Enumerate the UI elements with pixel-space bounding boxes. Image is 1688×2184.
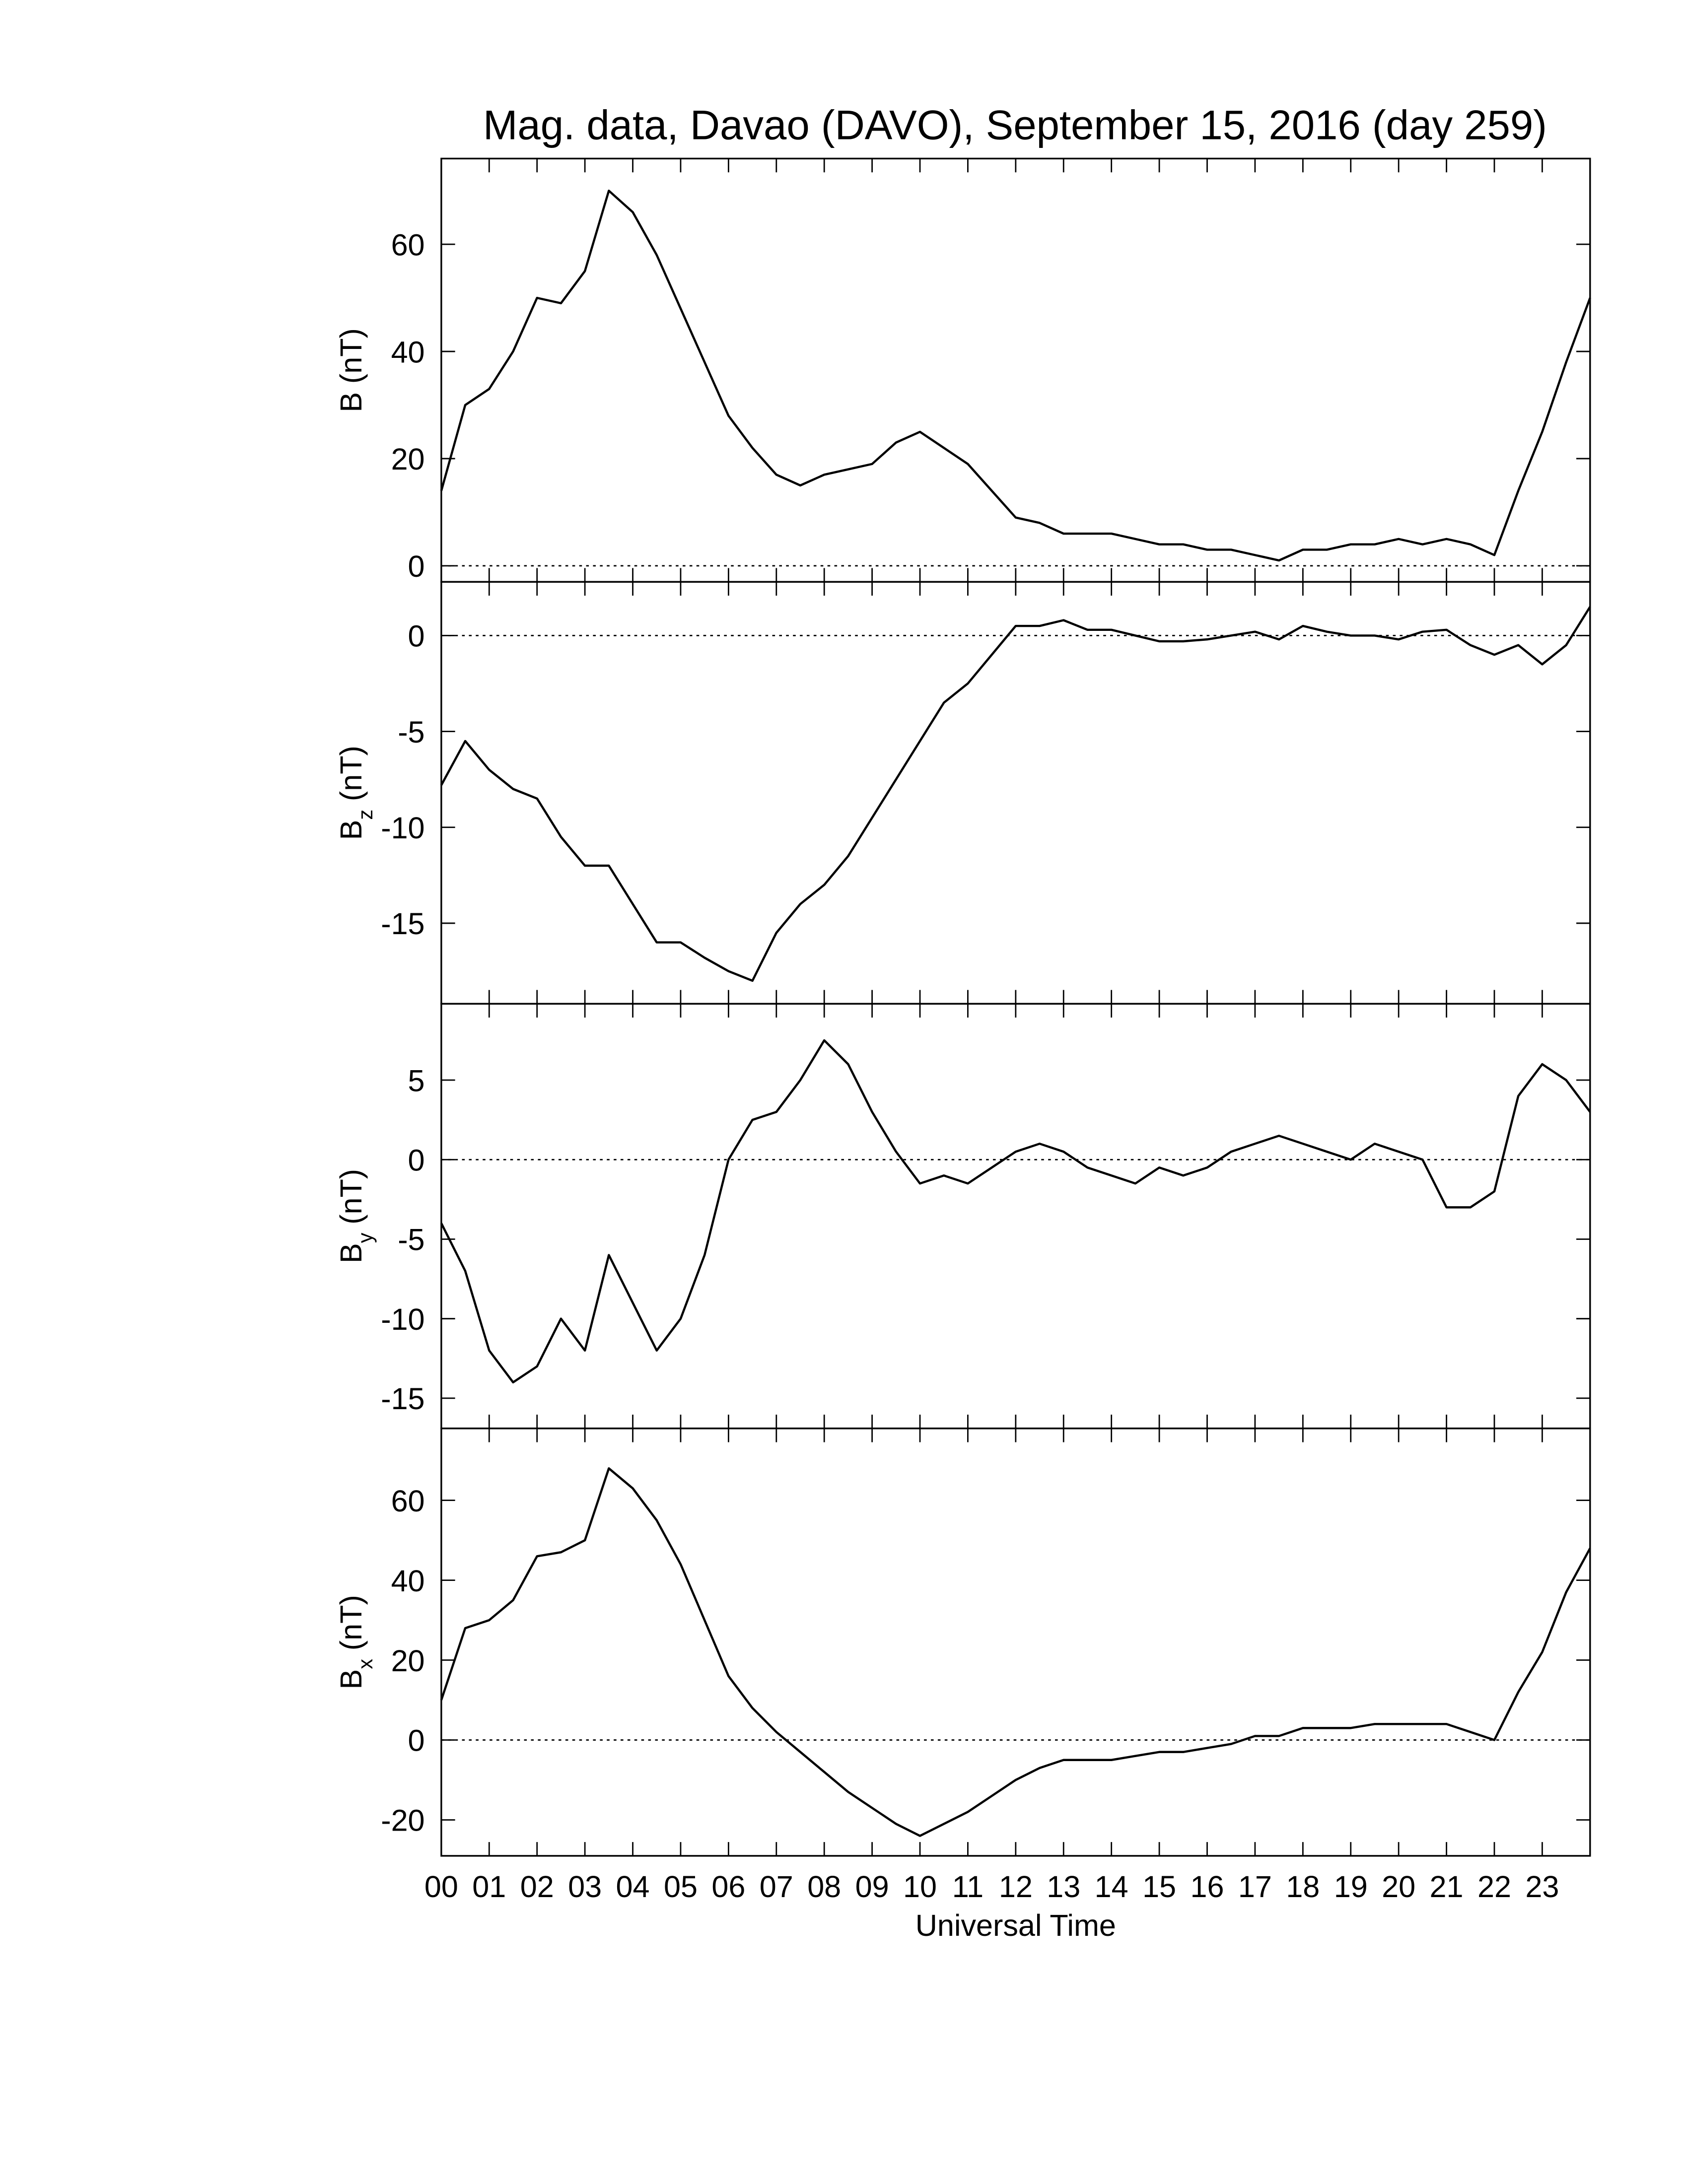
x-tick-label: 04 [616, 1870, 650, 1904]
data-line [440, 1467, 1591, 1837]
x-tick-label: 12 [999, 1870, 1033, 1904]
plot-frame [440, 581, 1591, 1005]
plot-frame [440, 1003, 1591, 1430]
y-axis-label: By (nT) [334, 1169, 377, 1263]
y-tick-label: -20 [381, 1804, 424, 1838]
y-label-unit: (nT) [334, 328, 368, 384]
x-tick-label: 01 [472, 1870, 506, 1904]
y-label-base: B [334, 820, 368, 840]
x-axis-label: Universal Time [915, 1909, 1116, 1942]
x-tick-label: 20 [1382, 1870, 1415, 1904]
x-tick-label: 21 [1430, 1870, 1464, 1904]
data-line [440, 1039, 1591, 1384]
y-label-sub: z [353, 810, 377, 820]
y-tick-label: -15 [381, 1382, 424, 1416]
x-tick-label: 15 [1142, 1870, 1176, 1904]
x-tick-label: 16 [1190, 1870, 1224, 1904]
y-tick-label: 40 [391, 335, 425, 369]
x-tick-label: 18 [1286, 1870, 1320, 1904]
x-tick-label: 06 [711, 1870, 745, 1904]
y-tick-label: 0 [408, 1143, 425, 1177]
y-tick-label: -5 [398, 715, 424, 749]
y-axis-label: Bx (nT) [334, 1595, 377, 1689]
x-tick-label: 13 [1047, 1870, 1080, 1904]
x-tick-label: 19 [1334, 1870, 1368, 1904]
y-label-base: B [334, 392, 368, 412]
y-axis-label: Bz (nT) [334, 746, 377, 840]
x-tick-label: 03 [568, 1870, 602, 1904]
y-tick-label: -15 [381, 907, 424, 941]
x-tick-label: 10 [903, 1870, 937, 1904]
x-tick-label: 02 [520, 1870, 554, 1904]
y-tick-label: -10 [381, 1302, 424, 1336]
y-tick-label: 0 [408, 1724, 425, 1758]
y-tick-label: 40 [391, 1564, 425, 1598]
y-tick-label: 60 [391, 228, 425, 262]
y-label-unit: (nT) [334, 1169, 368, 1225]
x-tick-label: 09 [855, 1870, 889, 1904]
y-label-unit: (nT) [334, 1595, 368, 1650]
x-tick-label: 23 [1525, 1870, 1559, 1904]
plot-frame [440, 1428, 1591, 1857]
x-tick-label: 14 [1095, 1870, 1128, 1904]
y-tick-label: 20 [391, 442, 425, 476]
y-tick-label: 0 [408, 549, 425, 583]
y-tick-label: -5 [398, 1223, 424, 1257]
y-tick-label: -10 [381, 811, 424, 845]
data-line [440, 606, 1591, 982]
x-tick-label: 22 [1477, 1870, 1511, 1904]
chart-title: Mag. data, Davao (DAVO), September 15, 2… [483, 102, 1547, 148]
x-tick-label: 08 [807, 1870, 841, 1904]
y-label-sub: y [353, 1232, 377, 1243]
x-tick-label: 00 [424, 1870, 458, 1904]
y-label-base: B [334, 1243, 368, 1263]
y-tick-label: 0 [408, 619, 425, 653]
y-tick-label: 20 [391, 1644, 425, 1678]
y-tick-label: 60 [391, 1484, 425, 1518]
y-axis-label: B (nT) [334, 328, 368, 412]
x-tick-label: 07 [760, 1870, 793, 1904]
y-label-sub: x [353, 1659, 377, 1669]
x-tick-label: 11 [952, 1870, 984, 1904]
x-tick-label: 05 [664, 1870, 698, 1904]
y-tick-label: 5 [408, 1064, 425, 1097]
y-label-base: B [334, 1669, 368, 1690]
data-line [440, 189, 1591, 562]
x-tick-label: 17 [1238, 1870, 1272, 1904]
y-label-unit: (nT) [334, 746, 368, 801]
